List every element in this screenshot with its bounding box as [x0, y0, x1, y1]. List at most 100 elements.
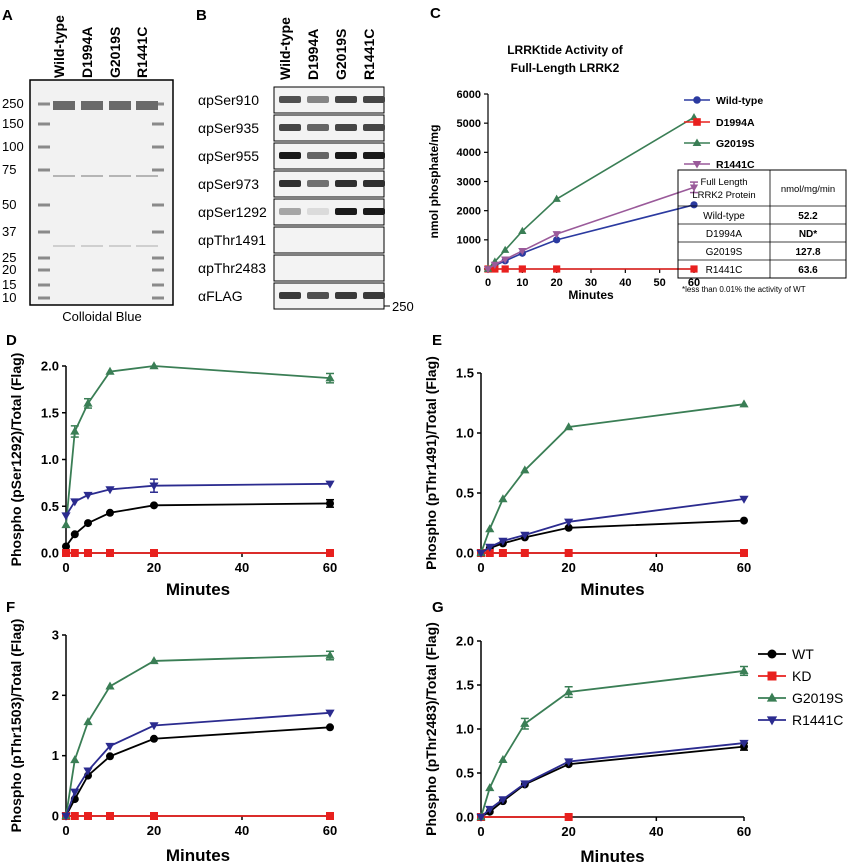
blot-strip [273, 226, 385, 254]
panel-c: C LRRKtide Activity of Full-Length LRRK2… [427, 5, 847, 302]
data-point [501, 256, 510, 264]
data-point [61, 512, 71, 521]
data-point [70, 426, 80, 435]
data-point [149, 361, 159, 370]
panel-b: B Wild-type D1994A G2019S R1441C αpSer910αp… [196, 7, 414, 314]
x-tick-label: 40 [649, 560, 663, 575]
legend-marker [766, 716, 778, 726]
ladder-band [38, 122, 50, 126]
legend-marker [692, 160, 702, 169]
legend-label: R1441C [792, 712, 843, 728]
blot-lane-labels: Wild-type D1994A G2019S R1441C [277, 17, 377, 80]
size-marker-label: 25 [2, 250, 16, 265]
x-tick-label: 10 [516, 277, 528, 289]
blot-band [307, 208, 329, 215]
legend-label: G2019S [792, 690, 843, 706]
x-tick-label: 0 [485, 277, 491, 289]
blot-lane-label: D1994A [305, 29, 321, 80]
ladder-band [38, 145, 50, 149]
x-tick-label: 60 [688, 277, 700, 289]
series-line [487, 186, 695, 270]
panel-letter-e: E [432, 332, 442, 349]
y-tick-label: 0 [52, 809, 59, 824]
minor-band [136, 245, 158, 247]
data-point [325, 373, 335, 382]
data-point [70, 812, 79, 820]
ladder-band [152, 145, 164, 149]
data-point [150, 501, 158, 510]
data-point [564, 518, 574, 527]
data-point [61, 812, 71, 821]
blot-band [335, 152, 357, 159]
x-tick-label: 20 [147, 560, 161, 575]
data-point [485, 783, 495, 792]
antibody-label: αpSer935 [198, 120, 259, 136]
x-tick-label: 60 [737, 824, 751, 839]
blot-size-marker: 250 [392, 299, 414, 314]
ladder-band [152, 168, 164, 172]
data-point [564, 549, 573, 557]
blot-band [363, 208, 385, 215]
panel-letter-a: A [2, 7, 13, 24]
data-point [740, 516, 748, 525]
antibody-label: αpSer973 [198, 176, 259, 192]
x-tick-label: 60 [323, 823, 337, 838]
lrrk2-band [136, 101, 158, 110]
data-point [553, 236, 561, 244]
lrrk2-band [109, 101, 131, 110]
data-point [149, 722, 159, 731]
legend-label: D1994A [716, 117, 755, 129]
y-tick-label: 0 [475, 264, 481, 276]
data-point [106, 812, 114, 820]
lrrk2-band [53, 101, 75, 110]
x-axis-label: Minutes [166, 846, 230, 865]
data-point [485, 805, 495, 814]
chart-c-title-line1: LRRKtide Activity of [507, 43, 624, 57]
x-tick-label: 0 [62, 560, 69, 575]
data-point [498, 549, 507, 557]
data-point [105, 742, 115, 751]
size-marker-label: 150 [2, 116, 24, 131]
x-tick-label: 0 [477, 560, 484, 575]
data-point [62, 542, 70, 551]
data-point [149, 656, 159, 665]
y-tick-label: 0.5 [41, 499, 59, 514]
data-point [325, 650, 335, 659]
series-line [487, 116, 695, 270]
size-marker-label: 20 [2, 262, 16, 277]
series-line [65, 654, 331, 817]
data-point [84, 812, 92, 820]
x-tick-label: 0 [62, 823, 69, 838]
data-point [498, 537, 508, 546]
y-tick-label: 6000 [457, 89, 481, 101]
data-point [83, 398, 93, 407]
y-tick-label: 1000 [457, 235, 481, 247]
y-axis-label: Phospho (pThr1503)/Total (Flag) [8, 619, 24, 833]
ladder-band [152, 122, 164, 126]
data-point [564, 758, 574, 767]
minor-band [136, 175, 158, 177]
table-header: nmol/mg/min [781, 184, 835, 195]
chart-c-title-line2: Full-Length LRRK2 [511, 61, 620, 75]
legend-label: R1441C [716, 159, 755, 171]
data-point [485, 549, 494, 557]
data-point [739, 666, 749, 675]
x-tick-label: 40 [649, 824, 663, 839]
data-point [150, 549, 158, 557]
data-point [689, 184, 699, 192]
y-tick-label: 3 [52, 628, 59, 643]
data-point [520, 465, 530, 474]
panel-letter-c: C [430, 5, 441, 22]
data-point [106, 508, 114, 517]
table-cell: R1441C [706, 265, 743, 276]
ladder-band [152, 203, 164, 207]
antibody-label: αFLAG [198, 288, 243, 304]
y-tick-label: 0.0 [456, 810, 474, 825]
table-header: Full Length [700, 177, 747, 188]
data-point [105, 681, 115, 690]
y-tick-label: 2 [52, 688, 59, 703]
legend-label: Wild-type [716, 95, 763, 107]
data-point [564, 813, 573, 821]
table-cell: 63.6 [798, 265, 818, 276]
